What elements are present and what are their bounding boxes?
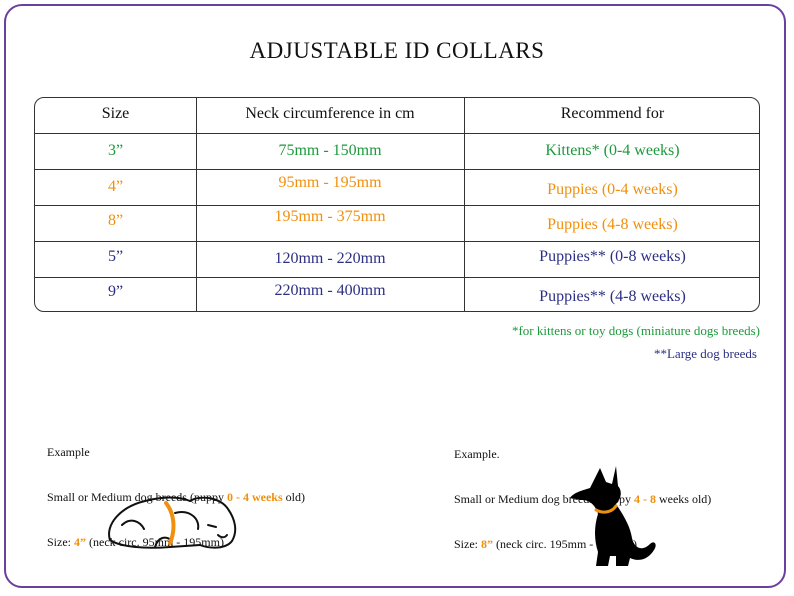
- example-line: Small or Medium dog breeds (puppy 4 - 8 …: [454, 492, 711, 507]
- table-cell: 195mm - 375mm: [274, 208, 386, 225]
- size-table: Size Neck circumference in cm Recommend fo…: [34, 97, 760, 312]
- column-line: [196, 98, 197, 311]
- row-line: [35, 133, 759, 134]
- row-line: [35, 277, 759, 278]
- header-cell: Size: [101, 105, 130, 122]
- table-cell: 75mm - 150mm: [278, 142, 382, 159]
- text: old): [282, 490, 305, 504]
- table-cell: Puppies** (0-8 weeks): [539, 248, 686, 265]
- sitting-dog: [570, 466, 656, 566]
- text: Small or Medium dog breeds (puppy: [47, 490, 227, 504]
- table-cell: Puppies** (4-8 weeks): [539, 288, 686, 305]
- column-line: [464, 98, 465, 311]
- highlight: 0 - 4 weeks: [226, 490, 283, 504]
- example-heading: Example.: [454, 447, 500, 461]
- table-cell: 3”: [107, 142, 124, 159]
- row-line: [35, 205, 759, 206]
- table-cell: 4”: [107, 178, 124, 195]
- row-line: [35, 169, 759, 170]
- text: weeks old): [655, 492, 712, 506]
- table-cell: Kittens* (0-4 weeks): [545, 142, 680, 159]
- header-cell: Neck circumference in cm: [245, 105, 415, 122]
- highlight: 8”: [481, 537, 493, 551]
- frame: [4, 4, 786, 588]
- row-line: [35, 241, 759, 242]
- note: **Large dog breeds: [653, 346, 757, 361]
- table-cell: 8”: [107, 212, 124, 229]
- highlight: 4”: [74, 535, 86, 549]
- collar: [164, 501, 176, 545]
- table-cell: 5”: [107, 248, 124, 265]
- table-cell: 120mm - 220mm: [274, 250, 386, 267]
- table-cell: Puppies (4-8 weeks): [547, 216, 678, 233]
- note: *for kittens or toy dogs (miniature dogs…: [511, 323, 760, 338]
- table-cell: Puppies (0-4 weeks): [547, 181, 678, 198]
- table-cell: 9”: [107, 283, 124, 300]
- table-cell: 95mm - 195mm: [278, 174, 382, 191]
- header-cell: Recommend for: [560, 105, 665, 122]
- text: Size:: [454, 537, 481, 551]
- example-line: Small or Medium dog breeds (puppy 0 - 4 …: [47, 490, 305, 505]
- table-cell: 220mm - 400mm: [274, 282, 386, 299]
- highlight: 4 - 8: [633, 492, 656, 506]
- example-heading: Example: [47, 445, 90, 459]
- collar: [594, 504, 618, 514]
- text: Size:: [47, 535, 74, 549]
- title: ADJUSTABLE ID COLLARS: [249, 38, 545, 63]
- sleeping-puppy: [108, 496, 237, 549]
